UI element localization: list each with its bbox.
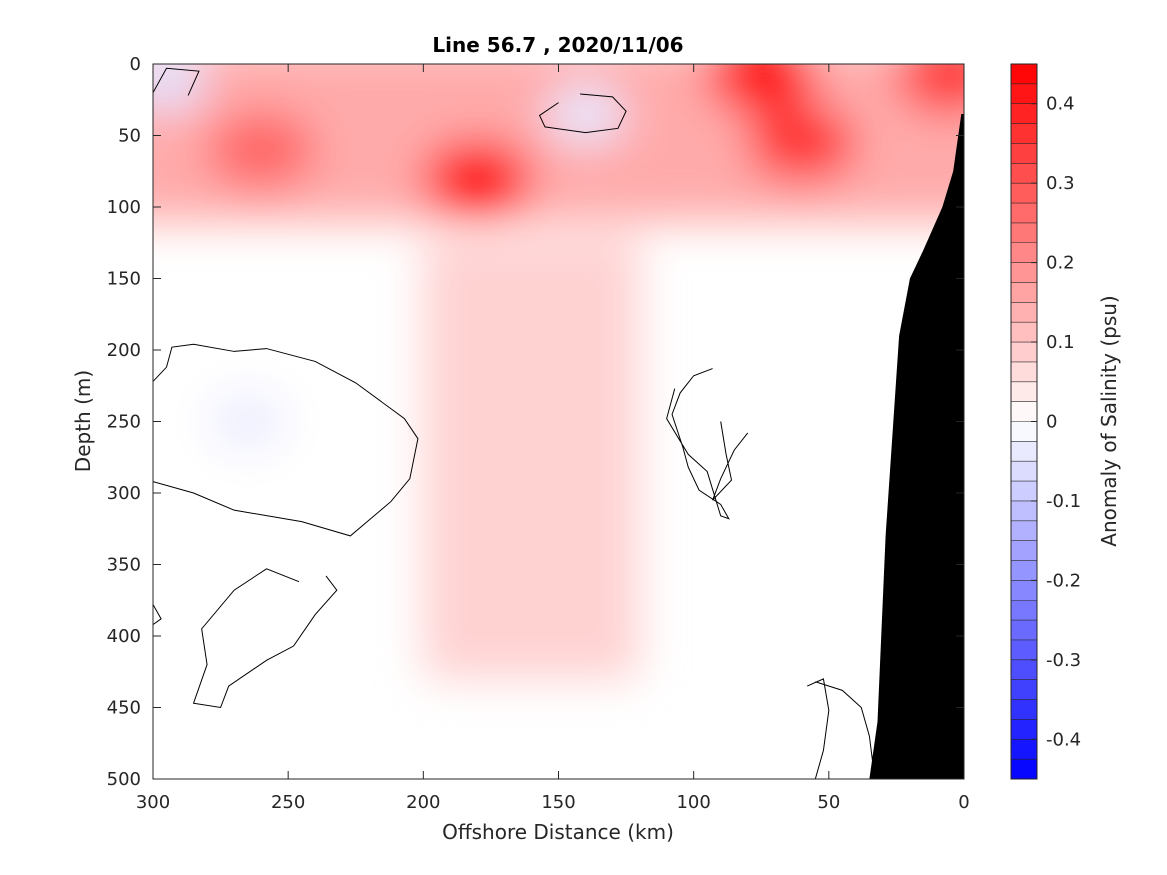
colorbar-band [1011, 759, 1037, 780]
colorbar-band [1011, 163, 1037, 184]
colorbar-band [1011, 719, 1037, 740]
colorbar-band [1011, 401, 1037, 422]
y-tick-label: 300 [107, 483, 141, 504]
field-min [207, 391, 288, 452]
colorbar-band [1011, 123, 1037, 144]
colorbar-band [1011, 342, 1037, 363]
y-axis-label: Depth (m) [71, 370, 95, 472]
x-tick-label: 100 [676, 792, 710, 813]
zero-contour-line [712, 421, 749, 501]
colorbar-band [1011, 361, 1037, 383]
x-axis-ticks: 300 250 200 150 100 50 0 [136, 64, 970, 813]
colorbar-tick-label: 0.4 [1046, 94, 1075, 115]
x-tick-label: 250 [271, 792, 305, 813]
field-max [706, 64, 817, 114]
colorbar-tick-label: 0.3 [1046, 173, 1075, 194]
y-tick-label: 500 [107, 769, 141, 790]
colorbar-tick-label: -0.3 [1046, 650, 1081, 671]
field-mid-plume [423, 235, 640, 679]
colorbar-band [1011, 83, 1037, 105]
colorbar-band [1011, 183, 1037, 204]
colorbar: 0.4 0.3 0.2 0.1 0 -0.1 -0.2 -0.3 -0.4 Anomaly of… [1010, 63, 1121, 780]
field-min [545, 84, 626, 145]
colorbar-band [1011, 242, 1037, 264]
field-max [746, 104, 857, 181]
colorbar-band [1011, 262, 1037, 283]
y-tick-label: 350 [107, 555, 141, 576]
colorbar-band [1011, 739, 1037, 760]
colorbar-band [1011, 441, 1037, 462]
colorbar-band [1011, 580, 1037, 601]
colorbar-band [1011, 620, 1037, 641]
anomaly-field [153, 64, 964, 679]
colorbar-label: Anomaly of Salinity (psu) [1097, 295, 1121, 546]
colorbar-band [1011, 659, 1037, 681]
colorbar-band [1011, 302, 1037, 323]
colorbar-band [1011, 520, 1037, 542]
x-axis-label: Offshore Distance (km) [442, 820, 674, 844]
zero-contour-line [666, 368, 730, 520]
y-tick-label: 400 [107, 626, 141, 647]
field-max [895, 64, 964, 114]
x-tick-label: 0 [958, 792, 969, 813]
field-max [206, 111, 317, 188]
bathymetry-shelf [869, 114, 964, 779]
y-tick-label: 250 [107, 412, 141, 433]
colorbar-tick-label: 0.2 [1046, 253, 1075, 274]
colorbar-tick-label: -0.1 [1046, 491, 1081, 512]
colorbar-band [1011, 679, 1037, 701]
zero-contour-line [192, 568, 338, 709]
colorbar-band [1011, 381, 1037, 403]
colorbar-band [1011, 322, 1037, 343]
colorbar-band [1011, 222, 1037, 244]
colorbar-tick-label: -0.2 [1046, 570, 1081, 591]
colorbar-tick-label: -0.4 [1046, 729, 1081, 750]
y-tick-label: 200 [107, 340, 141, 361]
colorbar-tick-label: 0 [1046, 412, 1057, 433]
field-min [153, 64, 207, 112]
colorbar-band [1011, 560, 1037, 581]
colorbar-band [1011, 481, 1037, 502]
plot-area: 300 250 200 150 100 50 0 050100150200250300350… [107, 54, 970, 813]
colorbar-band [1011, 600, 1037, 621]
colorbar-band [1011, 461, 1037, 482]
colorbar-ticks: 0.4 0.3 0.2 0.1 0 -0.1 -0.2 -0.3 -0.4 [1031, 94, 1081, 750]
zero-contour-line [538, 93, 627, 134]
field-max [422, 140, 533, 217]
y-tick-label: 450 [107, 698, 141, 719]
zero-contour-line [153, 604, 162, 625]
colorbar-band [1011, 143, 1037, 164]
zero-contour-line [153, 343, 419, 537]
colorbar-band [1011, 540, 1037, 562]
colorbar-band [1011, 699, 1037, 720]
x-tick-label: 150 [541, 792, 575, 813]
y-axis-ticks: 0 50 100 150 200 250 300 350 400 450 500 [107, 54, 964, 790]
x-tick-label: 50 [817, 792, 840, 813]
y-tick-label: 0 [130, 54, 141, 75]
y-tick-label: 150 [107, 269, 141, 290]
y-tick-label: 50 [118, 126, 141, 147]
zero-contour-line [807, 678, 876, 779]
colorbar-band [1011, 103, 1037, 125]
colorbar-tick-label: 0.1 [1046, 332, 1075, 353]
x-tick-label: 300 [136, 792, 170, 813]
chart-title: Line 56.7 , 2020/11/06 [432, 33, 683, 57]
colorbar-band [1011, 421, 1037, 442]
y-tick-label: 100 [107, 197, 141, 218]
colorbar-band [1011, 64, 1037, 85]
colorbar-band [1011, 639, 1037, 661]
x-tick-label: 200 [406, 792, 440, 813]
colorbar-band [1011, 282, 1037, 303]
zero-contour-line [153, 67, 200, 96]
colorbar-band [1011, 203, 1037, 224]
colorbar-bands [1011, 63, 1037, 780]
zero-contours [153, 67, 876, 779]
colorbar-band [1011, 500, 1037, 522]
